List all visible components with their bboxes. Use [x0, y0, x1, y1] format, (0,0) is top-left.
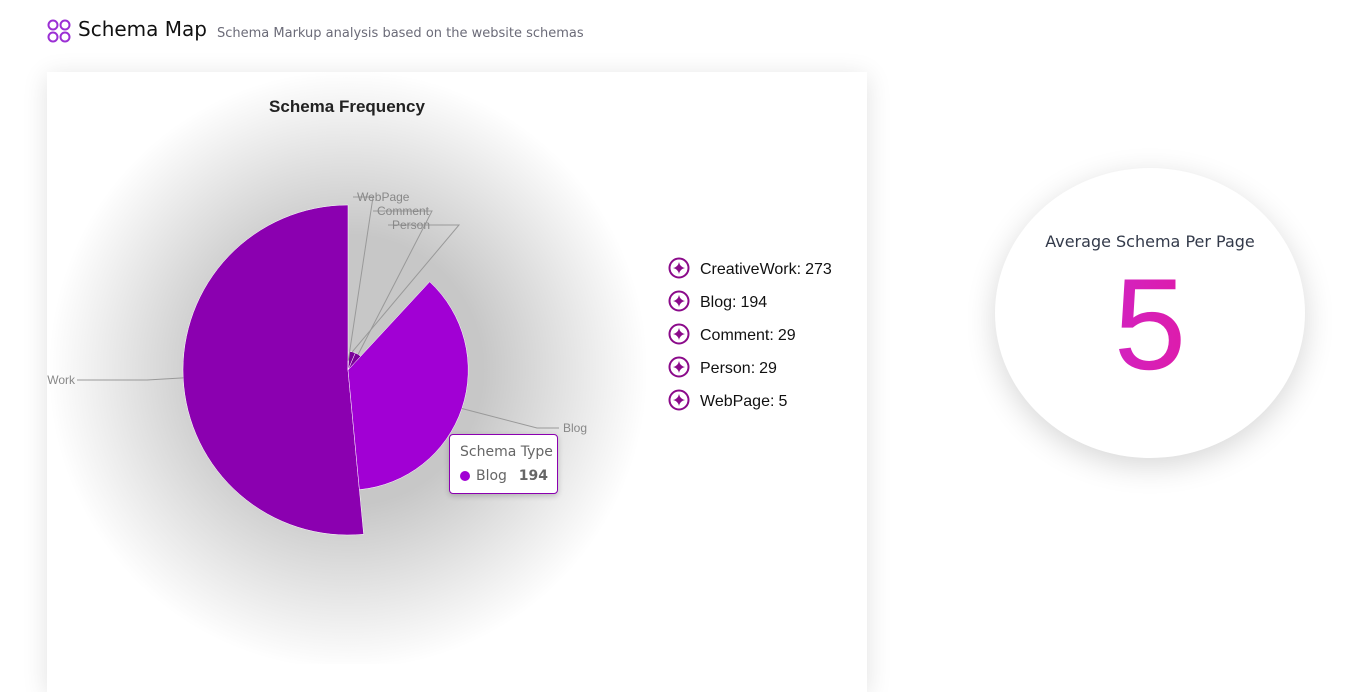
slice-label: Person — [392, 218, 430, 232]
slice-label: WebPage — [357, 190, 410, 204]
legend-separator: : — [797, 261, 801, 278]
legend-item: CreativeWork: 273 — [668, 257, 832, 279]
legend-name: Blog — [700, 294, 732, 311]
legend-value: 5 — [778, 393, 787, 410]
legend-item: Person: 29 — [668, 356, 777, 378]
chart: Schema Frequency CreativeWork Blog Comment… — [3, 70, 832, 670]
leader-line — [347, 196, 374, 361]
legend-icon — [668, 257, 690, 279]
tooltip-value: 194 — [518, 468, 548, 484]
logo — [47, 19, 71, 43]
legend-icon — [668, 323, 690, 345]
tooltip-title: Schema Type — [460, 444, 553, 460]
legend-icon — [668, 389, 690, 411]
legend-value: 194 — [740, 294, 767, 311]
stat-value: 5 — [995, 259, 1305, 389]
leader-line — [351, 224, 461, 353]
legend-separator: : — [732, 294, 736, 311]
legend-label: Blog: 194 — [700, 294, 767, 311]
page: Schema Map Schema Markup analysis based … — [2, 17, 1305, 670]
legend-icon-star — [673, 295, 685, 307]
legend-icon-star — [673, 328, 685, 340]
tooltip-name: Blog — [476, 468, 507, 484]
legend-icon — [668, 356, 690, 378]
chart-card: Schema Frequency CreativeWork Blog Comment… — [3, 70, 867, 692]
slice-label: CreativeWork — [47, 373, 76, 387]
legend-value: 29 — [778, 327, 796, 344]
legend-icon-star — [673, 394, 685, 406]
header-title: Schema Map — [78, 17, 207, 41]
slice-label: Comment — [377, 204, 430, 218]
legend-name: Person — [700, 360, 751, 377]
header-subtitle: Schema Markup analysis based on the webs… — [217, 26, 584, 41]
legend-separator: : — [770, 393, 774, 410]
stat-card: Average Schema Per Page 5 — [995, 168, 1305, 458]
legend-value: 29 — [759, 360, 777, 377]
legend-label: CreativeWork: 273 — [700, 261, 832, 278]
legend-label: WebPage: 5 — [700, 393, 787, 410]
legend-name: Comment — [700, 327, 770, 344]
stat-label: Average Schema Per Page — [1045, 232, 1255, 251]
legend-item: Comment: 29 — [668, 323, 796, 345]
legend-label: Comment: 29 — [700, 327, 796, 344]
legend-icon-star — [673, 262, 685, 274]
legend-separator: : — [751, 360, 755, 377]
legend-icon-star — [673, 361, 685, 373]
legend-name: CreativeWork — [700, 261, 798, 278]
legend-name: WebPage — [700, 393, 770, 410]
pie-slice — [347, 281, 469, 490]
legend-icon — [668, 290, 690, 312]
chart-title: Schema Frequency — [269, 97, 425, 116]
legend-item: WebPage: 5 — [668, 389, 787, 411]
legend-label: Person: 29 — [700, 360, 777, 377]
tooltip-dot — [460, 471, 470, 481]
leader-line — [357, 210, 433, 355]
legend-value: 273 — [805, 261, 832, 278]
leader-line — [77, 377, 184, 381]
legend-item: Blog: 194 — [668, 290, 767, 312]
legend-separator: : — [769, 327, 773, 344]
leader-line — [461, 408, 559, 429]
slice-label: Blog — [563, 421, 587, 435]
tooltip: Schema Type Blog 194 — [449, 434, 558, 494]
